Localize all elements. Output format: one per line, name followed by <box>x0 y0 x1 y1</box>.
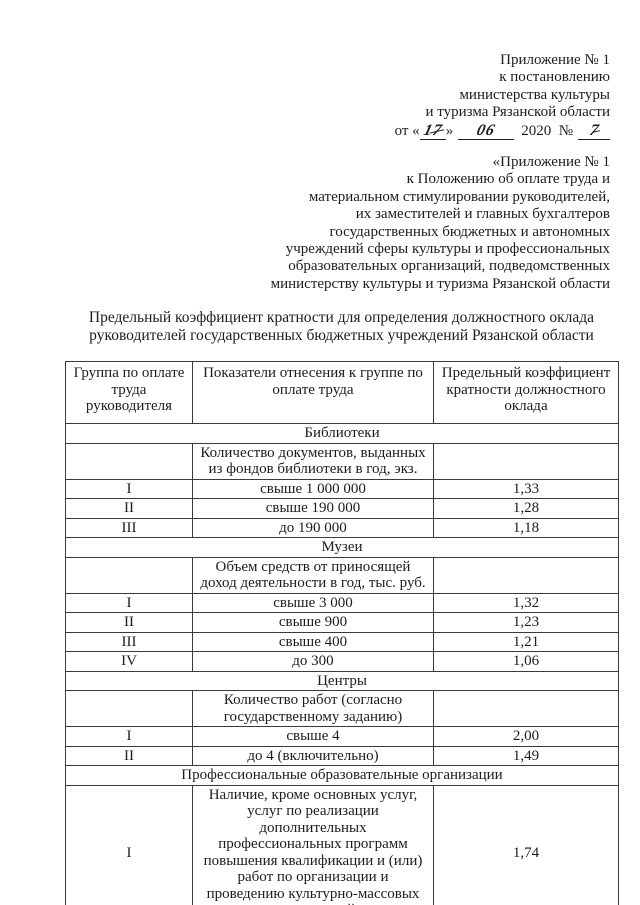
appendix-ref-line: министерства культуры <box>459 86 610 103</box>
indicator-cell: до 300 <box>192 651 434 672</box>
position-ref-line: к Положению об оплате труда и <box>406 171 610 188</box>
group-cell: I <box>65 592 193 614</box>
coefficient-cell: 1,32 <box>433 592 619 614</box>
coefficient-cell: 1,18 <box>433 517 619 539</box>
title-line: руководителей государственных бюджетных … <box>89 327 594 345</box>
position-ref-line: государственных бюджетных и автономных <box>329 223 611 240</box>
section-row-museums: Музеи <box>65 537 619 558</box>
position-ref-line: министерству культуры и туризма Рязанско… <box>270 275 610 292</box>
criteria-cell: Количество документов, выданных из фондо… <box>192 442 434 480</box>
number-sign: № <box>558 122 573 139</box>
section-row-libraries: Библиотеки <box>65 423 619 444</box>
header-indicators-column: Показатели отнесения к группе по оплате … <box>192 361 434 425</box>
table-row: I Наличие, кроме основных услуг, услуг п… <box>65 784 619 905</box>
table-row: I свыше 4 2,00 <box>65 726 619 747</box>
position-ref-line: учреждений сферы культуры и профессионал… <box>285 241 610 258</box>
position-ref-line: их заместителей и главных бухгалтеров <box>355 206 610 223</box>
table-row: II свыше 900 1,23 <box>65 612 619 633</box>
indicator-cell: свыше 190 000 <box>192 498 434 519</box>
table-row: III свыше 400 1,21 <box>65 631 619 653</box>
group-cell: IV <box>65 651 193 672</box>
criteria-cell: Количество работ (согласно государственн… <box>192 690 434 728</box>
date-prefix: от « <box>394 122 420 139</box>
appendix-reference-block: Приложение № 1 к постановлению министерс… <box>65 52 610 140</box>
date-year: 2020 <box>521 122 552 139</box>
position-ref-line: образовательных организаций, подведомств… <box>288 258 610 275</box>
coefficient-cell: 1,49 <box>433 745 619 767</box>
indicator-cell: свыше 3 000 <box>192 592 434 614</box>
handwritten-month: 06 <box>475 121 498 139</box>
indicator-cell: до 190 000 <box>192 517 434 539</box>
title-line: Предельный коэффициент кратности для опр… <box>88 309 595 327</box>
criteria-row: Количество работ (согласно государственн… <box>65 690 619 728</box>
header-group-column: Группа по оплате труда руководителя <box>65 361 193 425</box>
position-ref-line: материальном стимулировании руководителе… <box>308 188 610 205</box>
indicator-cell: Наличие, кроме основных услуг, услуг по … <box>192 784 434 905</box>
document-title: Предельный коэффициент кратности для опр… <box>65 309 618 345</box>
position-ref-line: «Приложение № 1 <box>492 154 610 171</box>
indicator-cell: свыше 400 <box>192 631 434 653</box>
date-day-underline: 17 <box>419 121 446 140</box>
table-row: I свыше 3 000 1,32 <box>65 592 619 614</box>
section-title: Профессиональные образовательные организ… <box>65 765 619 786</box>
group-cell: III <box>65 517 193 539</box>
criteria-row: Количество документов, выданных из фондо… <box>65 442 619 480</box>
appendix-ref-line: и туризма Рязанской области <box>425 104 610 121</box>
section-row-centers: Центры <box>65 670 619 692</box>
header-coefficient-column: Предельный коэффициент кратности должнос… <box>433 361 619 425</box>
empty-cell <box>65 442 193 480</box>
group-cell: III <box>65 631 193 653</box>
coefficient-cell: 1,06 <box>433 651 619 672</box>
empty-cell <box>65 556 193 594</box>
empty-cell <box>65 690 193 728</box>
group-cell: II <box>65 745 193 767</box>
group-cell: I <box>65 478 193 500</box>
coefficient-cell: 1,21 <box>433 631 619 653</box>
date-close-quote: » <box>445 122 454 139</box>
group-cell: I <box>65 784 193 905</box>
table-header-row: Группа по оплате труда руководителя Пока… <box>65 361 619 425</box>
group-cell: I <box>65 726 193 747</box>
empty-cell <box>433 442 619 480</box>
group-cell: II <box>65 498 193 519</box>
table-row: IV до 300 1,06 <box>65 651 619 672</box>
criteria-cell: Объем средств от приносящей доход деятел… <box>192 556 434 594</box>
criteria-row: Объем средств от приносящей доход деятел… <box>65 556 619 594</box>
section-title: Библиотеки <box>65 423 619 444</box>
indicator-cell: свыше 4 <box>192 726 434 747</box>
coefficient-cell: 1,33 <box>433 478 619 500</box>
indicator-cell: до 4 (включительно) <box>192 745 434 767</box>
section-title: Центры <box>65 670 619 692</box>
date-month-underline: 06 <box>458 121 515 140</box>
appendix-ref-line: Приложение № 1 <box>500 52 610 68</box>
table-row: I свыше 1 000 000 1,33 <box>65 478 619 500</box>
section-title: Музеи <box>65 537 619 558</box>
empty-cell <box>433 690 619 728</box>
indicator-cell: свыше 1 000 000 <box>192 478 434 500</box>
coefficient-cell: 2,00 <box>433 726 619 747</box>
handwritten-number: 7 <box>587 121 601 139</box>
coefficient-cell: 1,74 <box>433 784 619 905</box>
table-row: II свыше 190 000 1,28 <box>65 498 619 519</box>
appendix-ref-line: к постановлению <box>499 69 610 86</box>
handwritten-day: 17 <box>421 121 444 139</box>
section-row-professional-orgs: Профессиональные образовательные организ… <box>65 765 619 786</box>
indicator-cell: свыше 900 <box>192 612 434 633</box>
coefficient-cell: 1,28 <box>433 498 619 519</box>
doc-number-underline: 7 <box>578 121 610 140</box>
table-row: III до 190 000 1,18 <box>65 517 619 539</box>
empty-cell <box>433 556 619 594</box>
date-number-line: от «17» 06 2020 № 7 <box>65 121 610 140</box>
group-cell: II <box>65 612 193 633</box>
coefficient-cell: 1,23 <box>433 612 619 633</box>
table-row: II до 4 (включительно) 1,49 <box>65 745 619 767</box>
position-reference-block: «Приложение № 1 к Положению об оплате тр… <box>65 154 610 293</box>
coefficient-table: Группа по оплате труда руководителя Пока… <box>65 361 619 905</box>
